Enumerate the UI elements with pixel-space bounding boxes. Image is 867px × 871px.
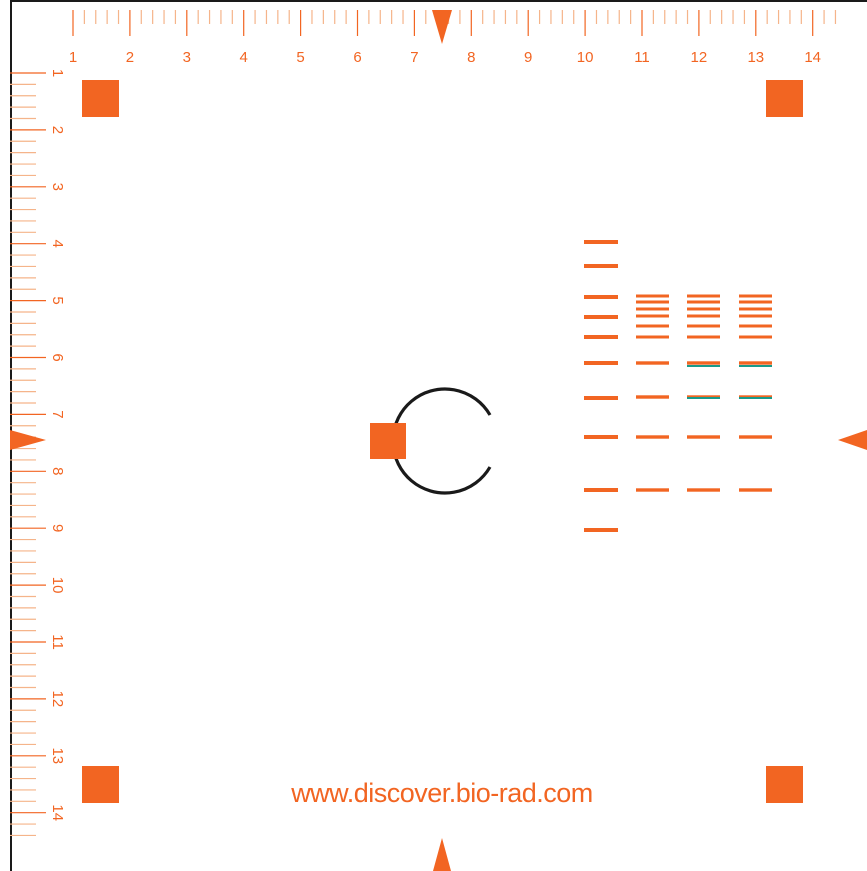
corner-square-bottom-right — [766, 766, 803, 803]
sample-band — [636, 361, 669, 365]
sample-band — [687, 307, 720, 311]
top-ruler-ticks — [72, 10, 837, 36]
left-ruler-label: 11 — [49, 634, 66, 650]
sample-band — [687, 488, 720, 492]
left-ruler-label: 7 — [49, 410, 66, 418]
sample-band — [739, 435, 772, 439]
left-ruler-ticks — [10, 72, 46, 837]
bottom-arrow-icon — [433, 838, 451, 871]
ladder-band — [584, 240, 618, 244]
top-ruler-label: 9 — [524, 49, 532, 66]
sample-band — [739, 335, 772, 339]
left-ruler-label: 14 — [49, 804, 66, 821]
left-ruler-label: 8 — [49, 467, 66, 475]
left-ruler-label: 5 — [49, 296, 66, 304]
corner-square-bottom-left — [82, 766, 119, 803]
sample-band — [636, 335, 669, 339]
teal-sample-band — [739, 397, 772, 399]
sample-band — [687, 314, 720, 318]
left-ruler-label: 4 — [49, 240, 66, 248]
sample-band — [739, 294, 772, 298]
sample-band — [687, 294, 720, 298]
sample-band — [636, 395, 669, 399]
sample-band — [687, 361, 720, 365]
top-ruler-label: 13 — [747, 49, 764, 66]
sample-band — [687, 300, 720, 304]
sample-band — [687, 324, 720, 328]
top-ruler-label: 3 — [183, 49, 191, 66]
top-arrow-icon — [432, 10, 452, 44]
sample-band — [636, 324, 669, 328]
left-ruler-label: 13 — [49, 747, 66, 764]
left-ruler-label: 2 — [49, 126, 66, 134]
left-ruler-label: 10 — [49, 577, 66, 594]
sample-band — [739, 314, 772, 318]
sample-band — [636, 488, 669, 492]
left-arrow-icon — [10, 430, 46, 450]
sample-band — [739, 300, 772, 304]
ladder-band — [584, 528, 618, 532]
corner-square-top-left — [82, 80, 119, 117]
sample-band — [687, 335, 720, 339]
ladder-band — [584, 264, 618, 268]
ladder-band — [584, 295, 618, 299]
corner-square-top-right — [766, 80, 803, 117]
ladder-band — [584, 396, 618, 400]
teal-sample-band — [687, 397, 720, 399]
left-ruler-label: 1 — [49, 69, 66, 77]
ladder-band — [584, 488, 618, 492]
sample-band — [739, 324, 772, 328]
center-square — [370, 423, 406, 459]
top-ruler-label: 6 — [353, 49, 361, 66]
top-ruler-label: 5 — [296, 49, 304, 66]
ladder-band — [584, 315, 618, 319]
sample-band — [739, 488, 772, 492]
left-ruler-label: 3 — [49, 183, 66, 191]
top-ruler-labels: 1 2 3 4 5 6 7 8 9 10 11 12 13 14 — [69, 49, 821, 66]
sample-band — [636, 307, 669, 311]
top-ruler-label: 7 — [410, 49, 418, 66]
top-ruler-label: 1 — [69, 49, 77, 66]
teal-sample-band — [739, 365, 772, 367]
top-ruler-label: 10 — [577, 49, 594, 66]
url-text: www.discover.bio-rad.com — [290, 778, 593, 808]
ladder-band — [584, 361, 618, 365]
top-ruler-label: 11 — [634, 49, 650, 66]
ladder-band — [584, 335, 618, 339]
sample-band — [636, 294, 669, 298]
sample-band — [739, 361, 772, 365]
circle-target-icon — [391, 387, 492, 495]
sample-band — [636, 300, 669, 304]
page-border-top — [10, 0, 867, 2]
sample-band — [636, 435, 669, 439]
ladder-band — [584, 435, 618, 439]
sample-band — [739, 307, 772, 311]
top-ruler-label: 14 — [804, 49, 821, 66]
right-arrow-icon — [838, 430, 867, 450]
top-ruler-label: 2 — [126, 49, 134, 66]
left-ruler-label: 12 — [49, 691, 66, 708]
top-ruler-label: 8 — [467, 49, 475, 66]
sample-band — [687, 435, 720, 439]
left-ruler-label: 6 — [49, 353, 66, 361]
gel-band-pattern — [584, 240, 772, 532]
left-ruler-label: 9 — [49, 524, 66, 532]
top-ruler-label: 12 — [691, 49, 708, 66]
sample-band — [636, 314, 669, 318]
teal-sample-band — [687, 365, 720, 367]
top-ruler-label: 4 — [240, 49, 248, 66]
